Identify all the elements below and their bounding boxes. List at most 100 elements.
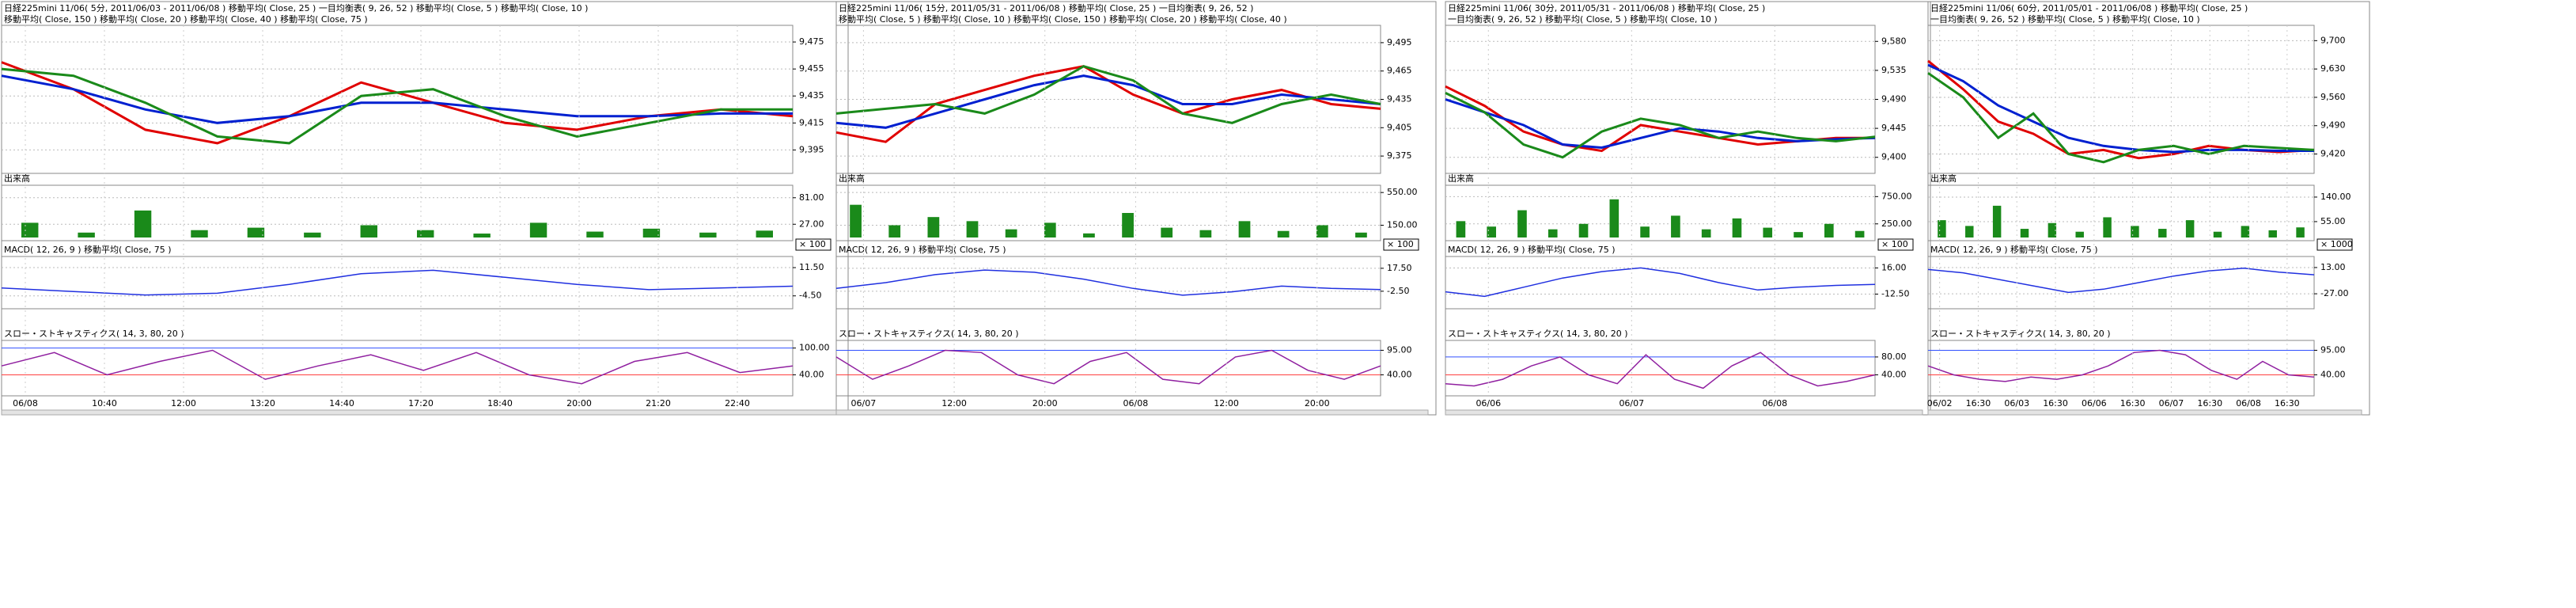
volume-bar [1965, 226, 1974, 238]
panel-subtitle: 一目均衡表( 9, 26, 52 ) 移動平均( Close, 5 ) 移動平均… [1930, 13, 2200, 25]
volume-bar [1938, 220, 1946, 238]
volume-bar [2075, 231, 2084, 238]
volume-bar [1854, 230, 1865, 238]
panel-title: 日経225mini 11/06( 15分, 2011/05/31 - 2011/… [839, 2, 1253, 13]
x-tick-label: 16:30 [2120, 398, 2146, 408]
y-tick-label: -27.00 [2320, 288, 2348, 298]
volume-bar [966, 221, 979, 238]
volume-bar [1044, 222, 1056, 238]
panel-frame [835, 1, 1437, 416]
section-label: 出来高 [4, 173, 30, 184]
volume-bar [1199, 230, 1212, 238]
x-tick-label: 12:00 [171, 398, 196, 408]
volume-bar [1487, 226, 1496, 238]
volume-bar [1547, 229, 1558, 238]
price-line [1927, 72, 2315, 164]
y-tick-label: 40.00 [2320, 369, 2346, 379]
section-frame [835, 256, 1381, 310]
y-tick-label: 9,490 [2320, 120, 2346, 131]
y-tick-label: 9,630 [2320, 63, 2346, 74]
price-line [835, 65, 1381, 143]
y-tick-label: 9,415 [799, 117, 824, 127]
panel-subtitle: 移動平均( Close, 5 ) 移動平均( Close, 10 ) 移動平均(… [839, 13, 1287, 25]
y-tick-label: 140.00 [2320, 192, 2351, 202]
unit-box [795, 238, 832, 251]
y-tick-label: 9,395 [799, 144, 824, 154]
volume-bar [2158, 229, 2167, 238]
y-tick-label: 250.00 [1881, 218, 1912, 229]
price-line [1, 74, 793, 124]
stoch-line [1445, 352, 1876, 390]
volume-bar [134, 210, 152, 238]
section-frame [1, 184, 794, 241]
volume-bar [756, 230, 773, 238]
volume-bar [1355, 232, 1367, 238]
x-tick-label: 22:40 [725, 398, 750, 408]
x-tick-label: 12:00 [1214, 398, 1239, 408]
y-tick-label: 9,490 [1881, 94, 1907, 104]
volume-bar [850, 204, 862, 238]
y-tick-label: 9,495 [1387, 37, 1412, 48]
y-tick-label: 9,465 [1387, 66, 1412, 76]
unit-label: × 100 [1881, 239, 1908, 249]
y-tick-label: 9,560 [2320, 92, 2346, 102]
panel-subtitle: 移動平均( Close, 150 ) 移動平均( Close, 20 ) 移動平… [4, 13, 368, 25]
volume-bar [927, 217, 940, 238]
y-tick-label: 11.50 [799, 262, 824, 272]
panel-subtitle: 一目均衡表( 9, 26, 52 ) 移動平均( Close, 5 ) 移動平均… [1448, 13, 1718, 25]
volume-bar [304, 232, 321, 238]
volume-bar [1578, 223, 1589, 238]
y-tick-label: 9,475 [799, 36, 824, 47]
x-tick-label: 16:30 [2275, 398, 2300, 408]
volume-bar [1609, 199, 1619, 238]
x-tick-label: 06/07 [851, 398, 877, 408]
section-frame [835, 25, 1381, 174]
y-tick-label: 100.00 [799, 343, 830, 353]
y-tick-label: -12.50 [1881, 289, 1909, 299]
volume-bar [2020, 229, 2029, 238]
x-tick-label: 06/08 [1123, 398, 1149, 408]
scrollbar [835, 409, 1429, 416]
panel-frame [1, 1, 849, 416]
x-tick-label: 21:20 [646, 398, 671, 408]
x-tick-label: 06/08 [2236, 398, 2261, 408]
stoch-line [1, 349, 794, 385]
y-tick-label: 9,455 [799, 63, 824, 74]
stoch-line [835, 349, 1381, 385]
section-frame [835, 340, 1381, 397]
macd-line [1927, 268, 2315, 294]
volume-bar [2241, 226, 2250, 238]
volume-bar [473, 234, 491, 238]
y-tick-label: 55.00 [2320, 216, 2346, 226]
section-frame [1927, 25, 2315, 174]
macd-line [1, 269, 794, 296]
price-line [835, 65, 1381, 124]
section-frame [1927, 340, 2315, 397]
volume-bar [1238, 221, 1251, 238]
x-tick-label: 06/08 [13, 398, 38, 408]
unit-box [2317, 238, 2353, 251]
volume-bar [191, 230, 208, 238]
x-tick-label: 20:00 [1032, 398, 1058, 408]
volume-bar [1732, 218, 1742, 238]
price-line [1927, 59, 2315, 160]
volume-bar [2185, 220, 2195, 238]
y-tick-label: 9,400 [1881, 152, 1907, 162]
volume-bar [1671, 215, 1680, 238]
y-tick-label: 9,535 [1881, 65, 1907, 75]
section-label: 出来高 [1930, 173, 1957, 184]
volume-bar [1517, 210, 1527, 238]
x-tick-label: 06/07 [1619, 398, 1644, 408]
y-tick-label: -2.50 [1387, 286, 1409, 296]
volume-bar [1794, 232, 1803, 238]
section-frame [1445, 256, 1876, 310]
volume-bar [78, 232, 95, 238]
panel-title: 日経225mini 11/06( 5分, 2011/06/03 - 2011/0… [4, 2, 588, 13]
y-tick-label: 9,375 [1387, 150, 1412, 161]
y-tick-label: 750.00 [1881, 191, 1912, 201]
volume-bar [1316, 225, 1328, 238]
volume-bar [1701, 229, 1711, 238]
section-label: スロー・ストキャスティクス( 14, 3, 80, 20 ) [1930, 329, 2111, 339]
y-tick-label: 40.00 [799, 369, 824, 379]
